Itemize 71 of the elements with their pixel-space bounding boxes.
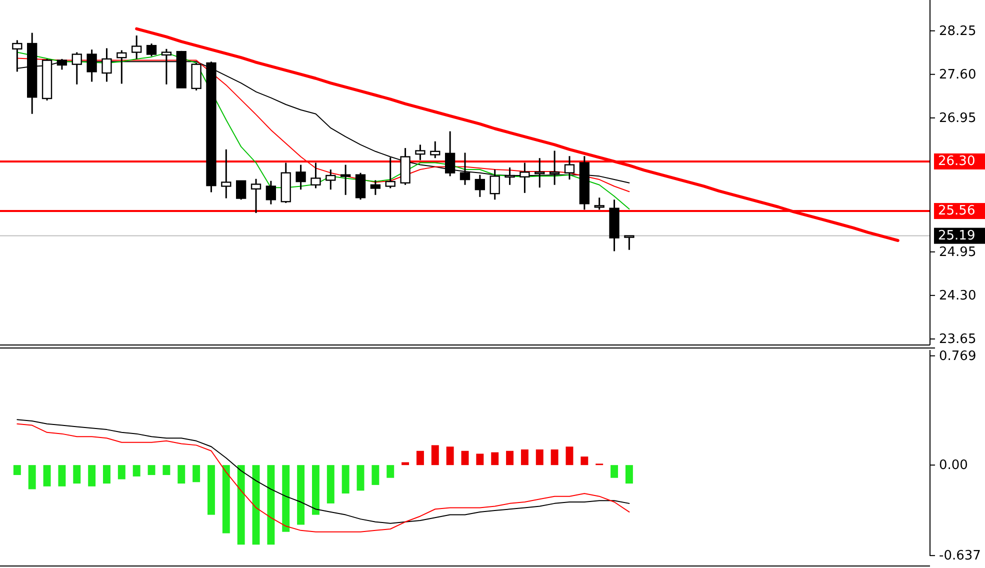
bar [267, 465, 275, 545]
candlestick [296, 164, 306, 190]
bar [103, 465, 110, 484]
y-tick-label: 24.95 [939, 245, 976, 260]
bar [58, 465, 66, 486]
bar [207, 465, 215, 515]
y-tick-label: 28.25 [939, 24, 976, 39]
bar [625, 465, 633, 484]
bar [461, 450, 469, 466]
bar [43, 465, 51, 486]
candlestick [236, 180, 246, 200]
bar [282, 465, 290, 532]
candlestick [355, 172, 366, 200]
bar [506, 450, 514, 466]
y-tick-label: 27.60 [939, 68, 976, 83]
bar [192, 465, 200, 482]
bar [372, 465, 380, 485]
candlestick [340, 164, 351, 196]
bar [520, 449, 528, 466]
candlestick [250, 178, 262, 214]
candlestick [266, 180, 276, 206]
bar [88, 465, 96, 486]
bar [297, 465, 305, 525]
candlestick [444, 130, 456, 177]
y-tick-label: 0.769 [939, 348, 976, 364]
bar [132, 465, 140, 476]
bar [222, 465, 230, 534]
bar [13, 465, 21, 476]
candlestick [370, 179, 381, 196]
y-tick-label: 23.65 [939, 332, 976, 348]
candlestick [564, 155, 575, 180]
candlestick [146, 42, 157, 58]
ref-line-label: 25.19 [938, 228, 976, 244]
bar [162, 465, 170, 476]
bar [446, 446, 454, 466]
bar [610, 465, 618, 478]
y-tick-label: 26.95 [939, 111, 976, 126]
candlestick [132, 34, 142, 60]
y-tick-label: 24.30 [939, 288, 976, 304]
candlestick [624, 235, 634, 251]
bar [476, 454, 484, 466]
bar [28, 465, 36, 490]
bar [356, 465, 364, 491]
bar [252, 465, 260, 545]
bar [550, 449, 558, 466]
bar [312, 465, 320, 515]
bar [73, 465, 81, 484]
bar [402, 462, 410, 466]
bar [536, 449, 544, 466]
candlestick [415, 144, 426, 161]
candlestick [326, 168, 336, 190]
bar [118, 465, 126, 480]
candlestick [221, 148, 232, 200]
bar [237, 465, 245, 545]
bar [416, 450, 424, 466]
bar [326, 465, 334, 504]
bar [491, 452, 499, 466]
ref-line-label: 26.30 [938, 154, 976, 170]
bar [178, 465, 186, 484]
bar [580, 456, 588, 466]
y-tick-label: -0.637 [939, 548, 981, 564]
candlestick [430, 140, 440, 159]
bar [342, 465, 350, 494]
bar [431, 445, 439, 466]
bar [148, 465, 156, 476]
bar [386, 465, 394, 478]
bar [566, 446, 574, 466]
candlestick [594, 196, 604, 210]
ref-line-label: 25.56 [938, 204, 976, 219]
candlestick [310, 162, 321, 189]
y-tick-label: 0.00 [939, 458, 968, 474]
